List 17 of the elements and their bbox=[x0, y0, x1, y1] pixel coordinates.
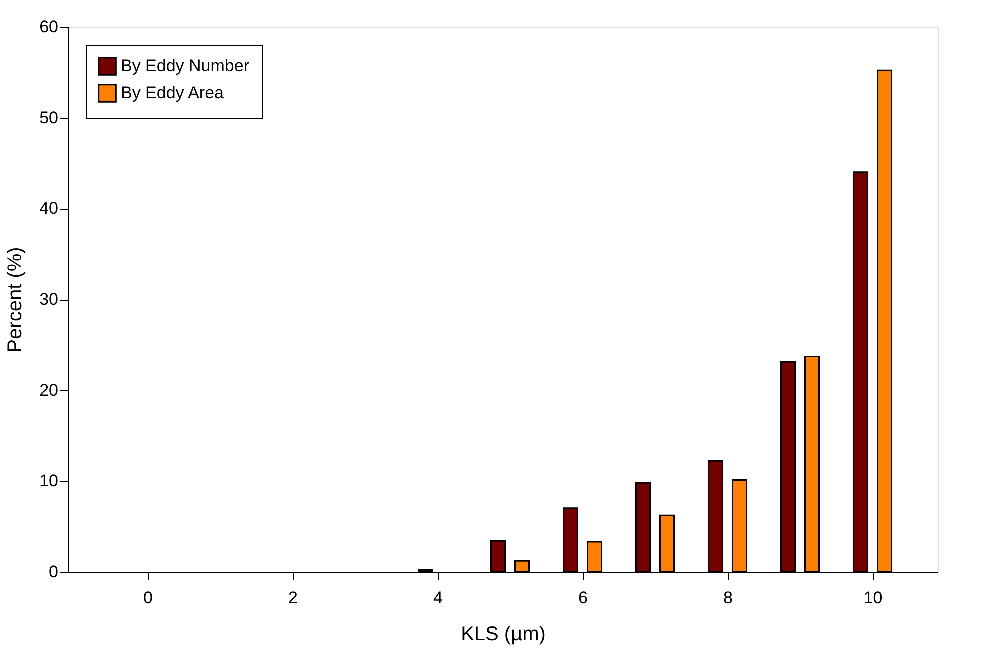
x-axis-title: KLS (µm) bbox=[461, 624, 546, 646]
y-tick-label: 50 bbox=[40, 108, 58, 128]
x-tick-label: 10 bbox=[864, 588, 883, 608]
x-tick-label: 4 bbox=[434, 588, 443, 608]
x-tick-label: 8 bbox=[724, 588, 733, 608]
y-tick-label: 40 bbox=[40, 199, 58, 218]
y-tick-label: 20 bbox=[40, 380, 58, 400]
legend-label: By Eddy Area bbox=[121, 84, 225, 102]
y-axis-title: Percent (%) bbox=[4, 247, 27, 353]
x-tick-label: 6 bbox=[578, 588, 588, 608]
y-tick-label: 60 bbox=[40, 18, 58, 36]
legend-label: By Eddy Number bbox=[121, 56, 250, 76]
y-tick-label: 0 bbox=[49, 562, 58, 582]
y-tick-label: 30 bbox=[40, 290, 58, 309]
y-tick-label: 10 bbox=[40, 472, 58, 491]
x-tick-label: 0 bbox=[144, 588, 153, 608]
x-tick-label: 2 bbox=[288, 588, 298, 608]
